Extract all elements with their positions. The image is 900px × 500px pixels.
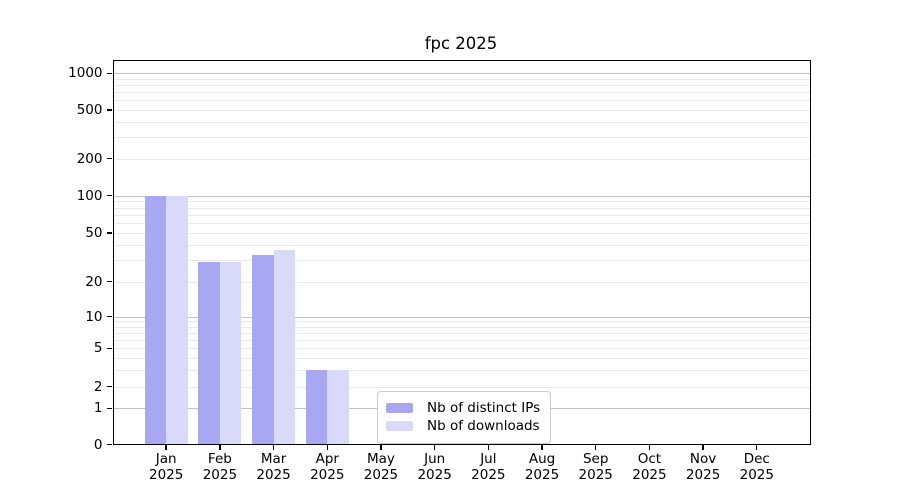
legend-entry: Nb of downloads — [386, 418, 540, 434]
x-tick-label: Jul 2025 — [471, 451, 506, 483]
x-tick-mark — [380, 444, 382, 450]
gridline-minor — [112, 110, 811, 111]
x-tick-label: Jun 2025 — [417, 451, 452, 483]
y-tick-label: 1000 — [68, 65, 103, 82]
legend-swatch — [386, 402, 413, 414]
gridline-major — [112, 73, 811, 75]
x-tick-mark — [648, 444, 651, 450]
legend-label: Nb of downloads — [427, 418, 540, 434]
legend-swatch — [386, 420, 413, 432]
bar-downloads — [327, 369, 349, 445]
x-tick-label: Dec 2025 — [739, 451, 774, 483]
y-tick-mark — [106, 347, 112, 349]
x-tick-mark — [433, 444, 436, 450]
bar-downloads — [166, 195, 188, 445]
bar-downloads — [273, 250, 296, 445]
gridline-minor — [112, 281, 811, 283]
x-tick-label: Mar 2025 — [256, 451, 291, 483]
legend-label: Nb of distinct IPs — [427, 400, 541, 416]
x-tick-label: Sep 2025 — [578, 451, 613, 483]
y-tick-label: 5 — [93, 340, 103, 357]
y-tick-label: 20 — [85, 273, 103, 290]
legend: Nb of distinct IPs Nb of downloads — [377, 391, 552, 444]
x-tick-mark — [756, 444, 758, 450]
bar-downloads — [219, 261, 242, 445]
x-tick-mark — [219, 444, 221, 450]
x-tick-label: Nov 2025 — [685, 451, 721, 483]
gridline-minor — [112, 386, 811, 388]
gridline-major — [112, 316, 811, 318]
chart-title: fpc 2025 — [424, 34, 498, 53]
gridline-minor — [112, 121, 811, 123]
x-tick-mark — [487, 444, 490, 450]
bar-distinct-ips — [144, 195, 167, 445]
gridline-minor — [112, 137, 811, 139]
x-tick-mark — [541, 444, 543, 450]
gridline-minor — [112, 369, 811, 371]
bar-distinct-ips — [252, 255, 274, 445]
y-tick-mark — [106, 195, 112, 197]
x-tick-label: Apr 2025 — [310, 451, 345, 483]
y-tick-label: 0 — [93, 436, 103, 453]
gridline-minor — [112, 326, 811, 328]
x-tick-label: Jan 2025 — [149, 451, 184, 483]
gridline-minor — [112, 223, 811, 225]
y-tick-mark — [106, 315, 112, 318]
y-tick-label: 500 — [76, 102, 103, 118]
y-tick-mark — [106, 386, 112, 388]
gridline-minor — [112, 92, 811, 94]
gridline-minor — [112, 321, 811, 323]
x-tick-label: May 2025 — [363, 451, 399, 483]
y-tick-label: 100 — [76, 187, 103, 204]
y-tick-label: 10 — [85, 308, 103, 325]
gridline-minor — [112, 207, 811, 209]
y-tick-label: 2 — [93, 378, 103, 395]
y-tick-label: 50 — [85, 225, 103, 241]
gridline-minor — [112, 201, 811, 203]
x-tick-mark — [326, 444, 328, 450]
gridline-minor — [112, 332, 811, 334]
plot-area: Nb of distinct IPs Nb of downloads — [112, 59, 811, 445]
gridline-minor — [112, 158, 811, 160]
gridline-minor — [112, 244, 811, 246]
gridline-minor — [112, 348, 811, 350]
x-tick-label: Feb 2025 — [202, 451, 238, 483]
gridline-minor — [112, 233, 811, 234]
y-tick-label: 1 — [93, 400, 103, 417]
gridline-minor — [112, 100, 811, 102]
y-tick-mark — [106, 109, 112, 111]
y-tick-mark — [106, 407, 112, 409]
gridline-minor — [112, 357, 811, 359]
x-tick-mark — [595, 444, 597, 450]
x-tick-mark — [165, 444, 167, 450]
gridline-minor — [112, 214, 811, 216]
bar-distinct-ips — [198, 261, 220, 445]
gridline-major — [112, 195, 811, 197]
x-tick-mark — [702, 444, 704, 450]
bar-distinct-ips — [305, 369, 328, 445]
legend-entry: Nb of distinct IPs — [386, 400, 540, 416]
x-tick-label: Aug 2025 — [524, 451, 560, 483]
y-tick-label: 200 — [76, 150, 103, 167]
y-tick-mark — [106, 72, 112, 74]
y-tick-mark — [106, 281, 112, 283]
y-tick-mark — [106, 232, 112, 234]
gridline-minor — [112, 85, 811, 87]
gridline-minor — [112, 339, 811, 341]
gridline-minor — [112, 78, 811, 80]
y-tick-mark — [106, 443, 112, 446]
y-tick-mark — [106, 157, 112, 160]
gridline-minor — [112, 260, 811, 262]
x-tick-label: Oct 2025 — [632, 451, 667, 483]
x-tick-mark — [272, 444, 275, 450]
